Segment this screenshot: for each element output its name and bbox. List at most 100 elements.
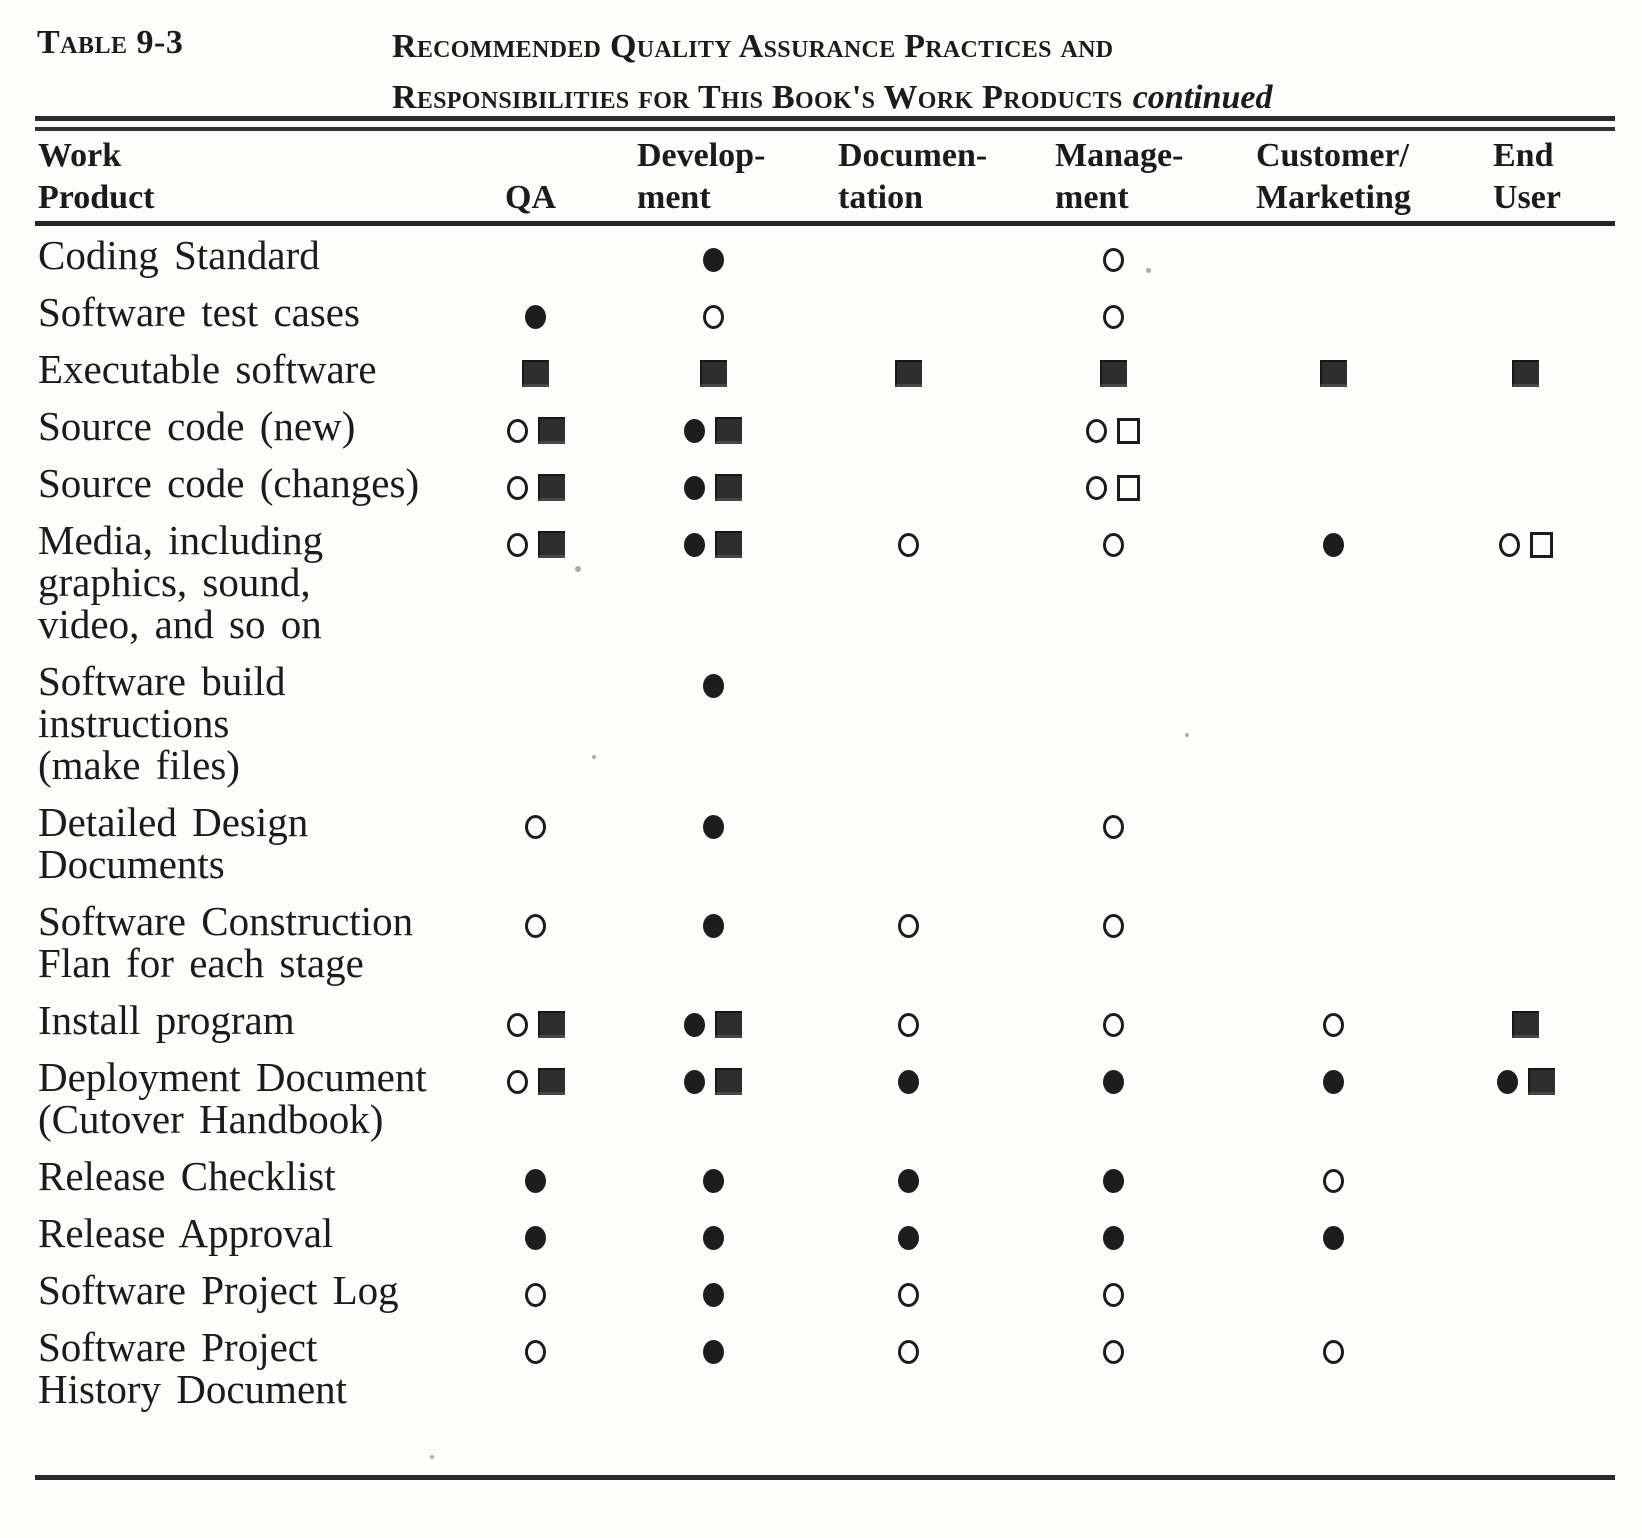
documentation-cell xyxy=(820,348,1010,405)
filled-circle-icon xyxy=(525,1225,546,1250)
work-product-label-line: video, and so on xyxy=(38,601,322,647)
qa-practices-table: Work Product QA Develop- ment Documen- t… xyxy=(35,116,1615,1480)
open-circle-icon xyxy=(1102,1339,1124,1364)
filled-square-icon xyxy=(715,417,742,445)
work-product-cell: Software Project History Document xyxy=(35,1326,465,1425)
table-title: Recommended Quality Assurance Practices … xyxy=(392,21,1372,123)
filled-circle-icon xyxy=(1496,1069,1518,1094)
qa-cell xyxy=(465,1269,620,1326)
end-user-cell xyxy=(1450,224,1615,292)
header-line: Marketing xyxy=(1256,179,1411,216)
filled-square-icon xyxy=(1527,1068,1555,1096)
end-user-cell xyxy=(1450,900,1615,999)
management-cell xyxy=(1010,1269,1230,1326)
open-circle-icon xyxy=(525,1339,546,1364)
management-cell xyxy=(1010,660,1230,801)
work-product-cell: Software test cases xyxy=(35,291,465,348)
table-row: Deployment Document (Cutover Handbook) xyxy=(35,1056,1615,1155)
documentation-cell xyxy=(820,224,1010,292)
end-user-cell xyxy=(1450,1056,1615,1155)
table-row: Install program xyxy=(35,999,1615,1056)
management-cell xyxy=(1010,348,1230,405)
work-product-label-line: Documents xyxy=(38,841,225,887)
work-product-label-line: Executable software xyxy=(38,346,377,392)
customer-marketing-cell xyxy=(1230,462,1450,519)
open-circle-icon xyxy=(897,532,919,557)
filled-circle-icon xyxy=(684,1012,705,1037)
work-product-cell: Source code (changes) xyxy=(35,462,465,519)
work-product-label-line: Software build xyxy=(38,658,286,704)
filled-square-icon xyxy=(1512,360,1539,388)
table-row: Release Approval xyxy=(35,1212,1615,1269)
open-circle-icon xyxy=(897,1339,919,1364)
qa-cell xyxy=(465,660,620,801)
table-row: Detailed Design Documents xyxy=(35,801,1615,900)
header-line: tation xyxy=(838,179,923,216)
filled-circle-icon xyxy=(702,1168,724,1193)
work-product-label-line: Source code (new) xyxy=(38,403,356,449)
qa-cell xyxy=(465,1056,620,1155)
work-product-cell: Media, including graphics, sound, video, a… xyxy=(35,519,465,660)
top-double-rule xyxy=(35,116,1615,131)
open-circle-icon xyxy=(702,304,724,329)
open-circle-icon xyxy=(1102,913,1124,938)
filled-square-icon xyxy=(1512,1011,1539,1039)
work-product-label-line: Source code (changes) xyxy=(38,460,420,506)
development-cell xyxy=(620,1326,820,1425)
work-product-label-line: Install program xyxy=(38,997,295,1043)
filled-circle-icon xyxy=(702,247,724,272)
open-circle-icon xyxy=(1102,814,1124,839)
customer-marketing-cell xyxy=(1230,1269,1450,1326)
header-line: End xyxy=(1493,137,1554,174)
documentation-cell xyxy=(820,999,1010,1056)
open-circle-icon xyxy=(506,1069,528,1094)
table-row: Media, including graphics, sound, video, a… xyxy=(35,519,1615,660)
work-product-label-line: Deployment Document xyxy=(38,1054,427,1100)
filled-circle-icon xyxy=(702,814,724,839)
documentation-cell xyxy=(820,1212,1010,1269)
work-product-cell: Source code (new) xyxy=(35,405,465,462)
work-product-cell: Release Checklist xyxy=(35,1155,465,1212)
work-product-label-line: instructions xyxy=(38,700,230,746)
qa-cell xyxy=(465,462,620,519)
open-circle-icon xyxy=(897,913,919,938)
management-cell xyxy=(1010,1056,1230,1155)
table-row: Software Project History Document xyxy=(35,1326,1615,1425)
work-product-label-line: (make files) xyxy=(38,742,240,788)
filled-square-icon xyxy=(537,474,565,502)
filled-square-icon xyxy=(537,1068,565,1096)
filled-circle-icon xyxy=(684,418,705,443)
work-product-cell: Coding Standard xyxy=(35,224,465,292)
qa-cell xyxy=(465,224,620,292)
filled-circle-icon xyxy=(702,1282,724,1307)
open-circle-icon xyxy=(1102,304,1124,329)
filled-square-icon xyxy=(522,360,549,388)
work-product-cell: Detailed Design Documents xyxy=(35,801,465,900)
documentation-cell xyxy=(820,519,1010,660)
col-header-management: Manage- ment xyxy=(1010,131,1230,226)
scan-speck xyxy=(1185,733,1189,737)
open-circle-icon xyxy=(1498,532,1520,557)
work-product-cell: Deployment Document (Cutover Handbook) xyxy=(35,1056,465,1155)
table-row: Software build instructions (make files) xyxy=(35,660,1615,801)
work-product-label-line: Detailed Design xyxy=(38,799,309,845)
header-line: User xyxy=(1493,179,1561,216)
filled-square-icon xyxy=(715,474,742,502)
end-user-cell xyxy=(1450,291,1615,348)
scan-speck xyxy=(592,755,596,759)
work-product-cell: Release Approval xyxy=(35,1212,465,1269)
qa-cell xyxy=(465,291,620,348)
table-row: Software Construction Flan for each stage xyxy=(35,900,1615,999)
filled-square-icon xyxy=(537,417,565,445)
open-circle-icon xyxy=(1102,1282,1124,1307)
filled-circle-icon xyxy=(1322,1069,1344,1094)
filled-circle-icon xyxy=(702,1339,724,1364)
qa-cell xyxy=(465,900,620,999)
management-cell xyxy=(1010,519,1230,660)
table-row: Source code (changes) xyxy=(35,462,1615,519)
table-row: Software test cases xyxy=(35,291,1615,348)
open-circle-icon xyxy=(506,1012,528,1037)
table-header: Work Product QA Develop- ment Documen- t… xyxy=(35,131,1615,226)
open-square-icon xyxy=(1529,531,1553,558)
